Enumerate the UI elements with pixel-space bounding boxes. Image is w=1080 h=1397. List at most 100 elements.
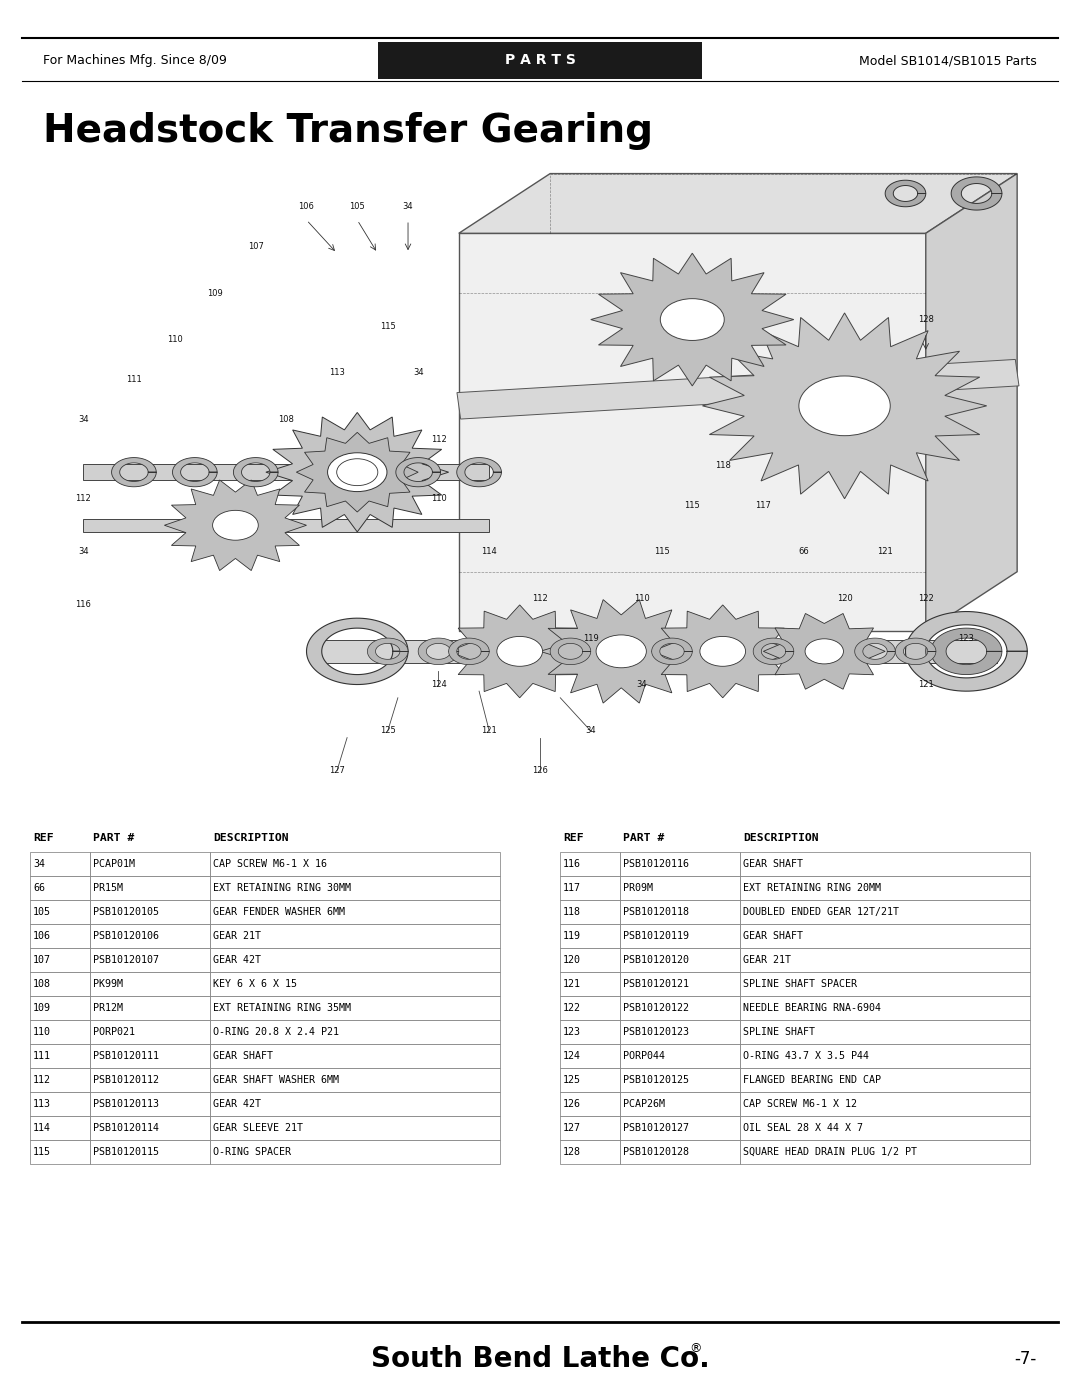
Bar — [210, 1067, 500, 1092]
Text: 116: 116 — [76, 601, 91, 609]
Bar — [561, 923, 620, 949]
Text: PSB10120125: PSB10120125 — [623, 1076, 689, 1085]
Polygon shape — [702, 313, 987, 499]
Bar — [90, 996, 210, 1020]
Bar — [561, 1020, 620, 1044]
Bar — [210, 972, 500, 996]
Circle shape — [700, 637, 745, 666]
Polygon shape — [854, 638, 895, 665]
Text: 105: 105 — [33, 907, 51, 916]
Text: SPLINE SHAFT SPACER: SPLINE SHAFT SPACER — [743, 979, 858, 989]
Bar — [30, 972, 90, 996]
Text: GEAR SLEEVE 21T: GEAR SLEEVE 21T — [213, 1123, 303, 1133]
Text: 108: 108 — [279, 415, 294, 423]
Text: PART #: PART # — [93, 833, 134, 842]
Polygon shape — [951, 177, 1002, 210]
Text: PORP021: PORP021 — [93, 1027, 135, 1037]
Polygon shape — [895, 638, 936, 665]
Text: PSB10120105: PSB10120105 — [93, 907, 159, 916]
Bar — [90, 1067, 210, 1092]
Text: 109: 109 — [207, 289, 222, 298]
Bar — [740, 1116, 1030, 1140]
Bar — [30, 1092, 90, 1116]
Bar — [740, 1020, 1030, 1044]
Bar — [210, 1044, 500, 1067]
Bar — [210, 949, 500, 972]
Bar — [740, 1044, 1030, 1067]
Polygon shape — [173, 458, 217, 486]
Text: PR15M: PR15M — [93, 883, 123, 893]
Text: 66: 66 — [33, 883, 45, 893]
Text: 121: 121 — [877, 548, 893, 556]
Text: For Machines Mfg. Since 8/09: For Machines Mfg. Since 8/09 — [43, 54, 227, 67]
Bar — [620, 900, 740, 923]
Text: 112: 112 — [33, 1076, 51, 1085]
Circle shape — [337, 458, 378, 486]
Text: GEAR 21T: GEAR 21T — [743, 956, 791, 965]
Circle shape — [213, 510, 258, 541]
Polygon shape — [886, 180, 926, 207]
Text: 34: 34 — [585, 726, 596, 735]
Polygon shape — [926, 173, 1017, 631]
Bar — [740, 949, 1030, 972]
Text: 110: 110 — [431, 495, 446, 503]
Bar — [620, 1067, 740, 1092]
Bar — [30, 1020, 90, 1044]
Bar — [90, 1020, 210, 1044]
Polygon shape — [396, 458, 441, 486]
Polygon shape — [764, 613, 886, 689]
Text: CAP SCREW M6-1 X 16: CAP SCREW M6-1 X 16 — [213, 859, 327, 869]
Text: 118: 118 — [715, 461, 731, 469]
Bar — [561, 949, 620, 972]
Text: 66: 66 — [798, 548, 809, 556]
Circle shape — [660, 299, 725, 341]
Text: O-RING SPACER: O-RING SPACER — [213, 1147, 291, 1157]
Text: GEAR 42T: GEAR 42T — [213, 1099, 261, 1109]
Bar — [90, 900, 210, 923]
Text: PSB10120127: PSB10120127 — [623, 1123, 689, 1133]
Text: 115: 115 — [380, 321, 395, 331]
Text: 113: 113 — [33, 1099, 51, 1109]
Polygon shape — [550, 638, 591, 665]
Text: 110: 110 — [634, 594, 649, 602]
Polygon shape — [457, 359, 1020, 419]
Text: GEAR SHAFT: GEAR SHAFT — [213, 1051, 273, 1060]
Bar — [30, 996, 90, 1020]
Bar — [90, 852, 210, 876]
Text: 114: 114 — [33, 1123, 51, 1133]
Text: PSB10120128: PSB10120128 — [623, 1147, 689, 1157]
Text: PSB10120115: PSB10120115 — [93, 1147, 159, 1157]
Bar — [561, 996, 620, 1020]
Text: 34: 34 — [33, 859, 45, 869]
Text: PR12M: PR12M — [93, 1003, 123, 1013]
Text: Headstock Transfer Gearing: Headstock Transfer Gearing — [43, 112, 653, 149]
Bar — [561, 972, 620, 996]
Text: 34: 34 — [413, 369, 423, 377]
Text: GEAR 42T: GEAR 42T — [213, 956, 261, 965]
Text: PSB10120113: PSB10120113 — [93, 1099, 159, 1109]
Text: SPLINE SHAFT: SPLINE SHAFT — [743, 1027, 815, 1037]
Polygon shape — [905, 612, 1027, 692]
Bar — [90, 1140, 210, 1164]
Bar — [90, 972, 210, 996]
Polygon shape — [591, 253, 794, 386]
Bar — [561, 1067, 620, 1092]
Text: 127: 127 — [563, 1123, 581, 1133]
Text: 34: 34 — [636, 680, 647, 689]
Text: 110: 110 — [166, 335, 183, 344]
Text: 106: 106 — [33, 930, 51, 942]
Text: SQUARE HEAD DRAIN PLUG 1/2 PT: SQUARE HEAD DRAIN PLUG 1/2 PT — [743, 1147, 917, 1157]
Text: 125: 125 — [380, 726, 395, 735]
Text: 111: 111 — [126, 374, 141, 384]
Text: OIL SEAL 28 X 44 X 7: OIL SEAL 28 X 44 X 7 — [743, 1123, 863, 1133]
Text: DESCRIPTION: DESCRIPTION — [743, 833, 819, 842]
Text: 116: 116 — [563, 859, 581, 869]
Bar — [210, 876, 500, 900]
Polygon shape — [83, 518, 489, 532]
Text: 128: 128 — [918, 316, 934, 324]
Bar — [561, 876, 620, 900]
Text: 124: 124 — [563, 1051, 581, 1060]
Polygon shape — [459, 173, 1017, 233]
Bar — [90, 923, 210, 949]
Text: EXT RETAINING RING 35MM: EXT RETAINING RING 35MM — [213, 1003, 351, 1013]
